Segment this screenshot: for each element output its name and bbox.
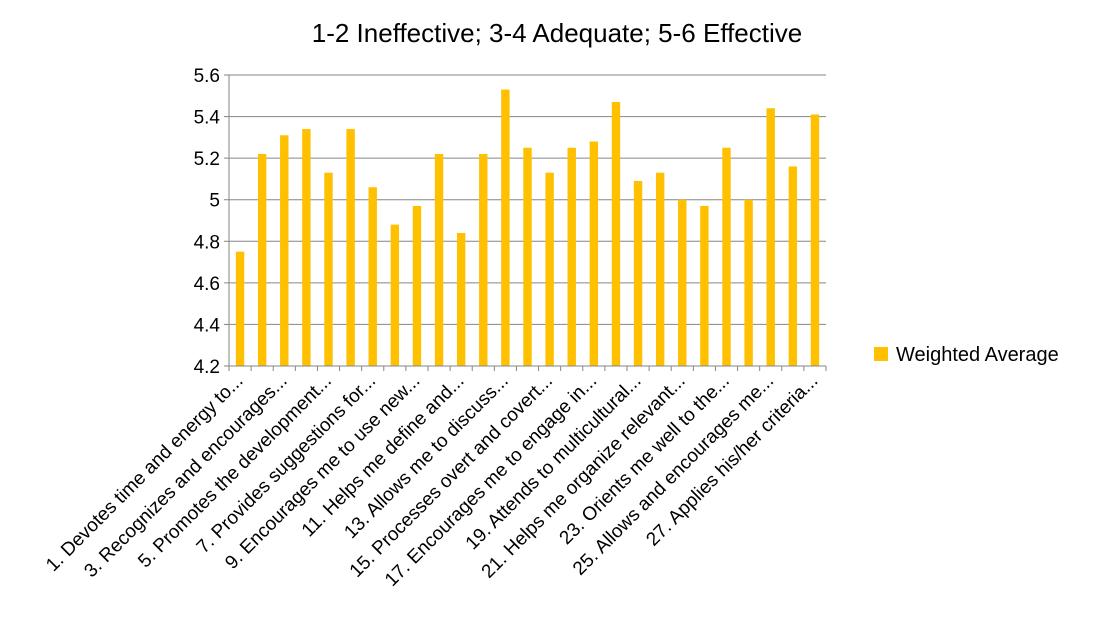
bar xyxy=(302,129,311,366)
y-tick-label: 4.2 xyxy=(194,357,220,378)
chart-title: 1-2 Ineffective; 3-4 Adequate; 5-6 Effec… xyxy=(312,18,802,48)
bar xyxy=(523,147,532,366)
bar xyxy=(788,166,798,366)
bar xyxy=(611,102,621,367)
legend-swatch xyxy=(874,347,888,361)
axes xyxy=(224,74,827,371)
y-tick-label: 4.4 xyxy=(194,315,221,336)
bar xyxy=(324,172,333,366)
bar xyxy=(456,232,466,366)
legend-label: Weighted Average xyxy=(896,344,1059,366)
bar xyxy=(744,199,753,366)
bar xyxy=(390,224,400,366)
bar xyxy=(545,172,554,366)
bar xyxy=(434,153,444,366)
y-tick-label: 5.4 xyxy=(194,108,221,129)
bar xyxy=(633,181,643,366)
x-axis-tick-labels: 1. Devotes time and energy to...3. Recog… xyxy=(42,371,822,591)
bar xyxy=(589,141,599,366)
x-tick-label: 5. Promotes the development... xyxy=(134,371,336,573)
y-tick-label: 4.6 xyxy=(194,274,220,295)
bar xyxy=(810,114,820,366)
bar xyxy=(678,199,687,366)
bar xyxy=(655,172,665,366)
bar xyxy=(722,147,731,366)
y-tick-label: 5.2 xyxy=(194,149,220,170)
bar xyxy=(346,129,355,366)
bar xyxy=(368,187,377,366)
bars xyxy=(235,89,820,367)
bar xyxy=(280,135,289,366)
y-axis-tick-labels: 4.2 4.4 4.6 4.8 5 5.2 5.4 5.6 xyxy=(194,66,221,378)
y-tick-label: 5.6 xyxy=(194,66,220,87)
bar xyxy=(501,89,510,367)
y-tick-label: 4.8 xyxy=(194,232,220,253)
y-tick-label: 5 xyxy=(209,191,220,212)
bar xyxy=(766,108,775,366)
bar xyxy=(235,251,245,366)
bar xyxy=(479,153,488,366)
legend: Weighted Average xyxy=(874,344,1059,366)
bar xyxy=(567,147,576,366)
bar xyxy=(412,205,422,366)
bar xyxy=(257,153,267,366)
bar xyxy=(700,205,709,366)
